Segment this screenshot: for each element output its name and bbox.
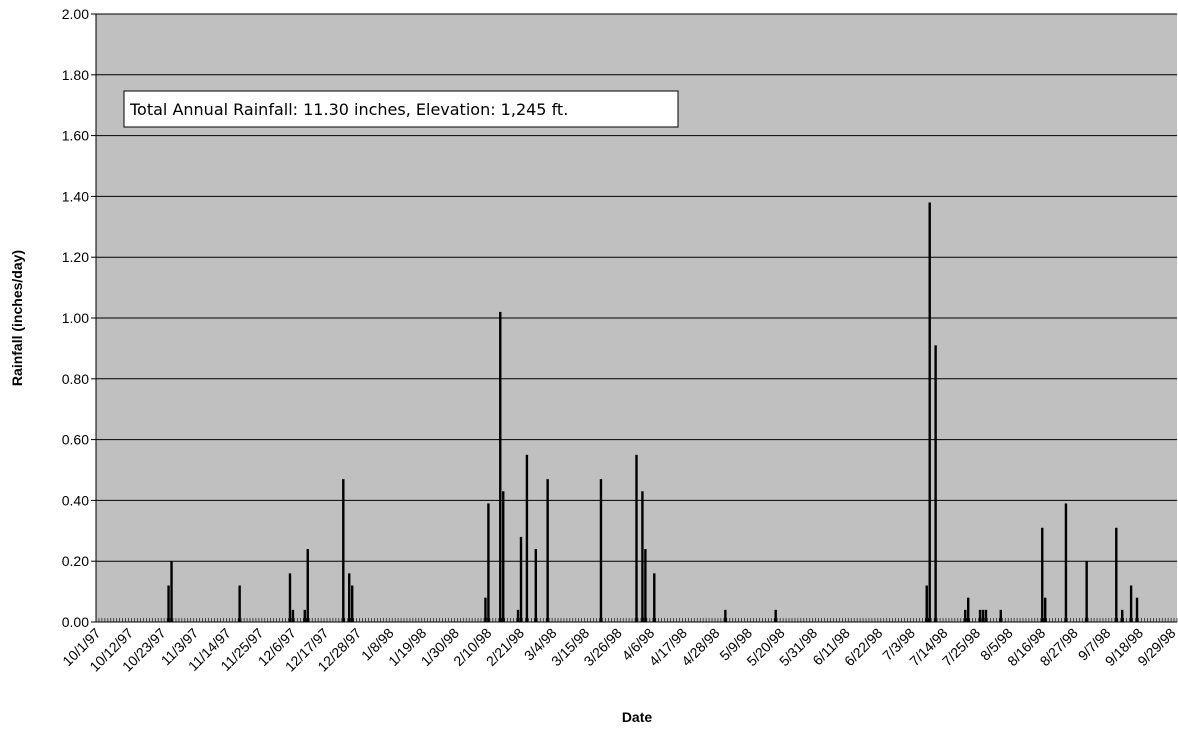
rainfall-bar <box>964 609 967 622</box>
rainfall-bar <box>348 573 351 622</box>
rainfall-bar <box>1044 597 1047 622</box>
rainfall-bar <box>170 561 173 622</box>
rainfall-bar <box>502 491 505 622</box>
rainfall-bar <box>1115 527 1118 622</box>
rainfall-bar <box>546 479 549 622</box>
rainfall-bar <box>1129 585 1133 622</box>
rainfall-bar <box>925 585 928 622</box>
rainfall-bar <box>487 503 490 622</box>
y-axis-ticks <box>91 13 96 623</box>
rainfall-bar <box>984 609 988 622</box>
rainfall-bar <box>499 311 502 622</box>
rainfall-bar <box>288 573 292 622</box>
rainfall-bar <box>999 609 1002 622</box>
rainfall-bar <box>644 549 647 622</box>
rainfall-bar <box>724 609 727 622</box>
annotation-box: Total Annual Rainfall: 11.30 inches, Ele… <box>123 90 679 128</box>
bars <box>167 202 1139 623</box>
y-tick-label: 1.00 <box>62 310 89 326</box>
rainfall-bar <box>934 345 937 622</box>
x-axis-title: Date <box>622 709 653 725</box>
rainfall-bar <box>519 536 523 622</box>
rainfall-bar <box>342 479 345 622</box>
rainfall-bar <box>1064 503 1068 622</box>
rainfall-bar <box>1121 609 1124 622</box>
rainfall-bar <box>1135 597 1139 622</box>
rainfall-bar <box>635 454 638 622</box>
rainfall-bar <box>303 609 306 622</box>
annotation-text: Total Annual Rainfall: 11.30 inches, Ele… <box>129 100 568 119</box>
y-tick-label: 0.60 <box>62 432 89 448</box>
rainfall-bar <box>599 479 603 622</box>
rainfall-bar <box>238 585 241 622</box>
x-axis-ticks <box>95 618 1178 622</box>
rainfall-bar <box>1085 561 1088 622</box>
y-tick-label: 1.60 <box>62 128 89 144</box>
rainfall-bar <box>350 585 354 622</box>
rainfall-bar <box>291 609 295 622</box>
rainfall-bar <box>525 454 529 622</box>
x-axis-tick-labels: 10/1/9710/12/9710/23/9711/3/9711/14/9711… <box>59 625 1178 675</box>
y-axis-title: Rainfall (inches/day) <box>9 250 25 386</box>
rainfall-bar <box>167 585 170 622</box>
y-tick-label: 0.80 <box>62 371 89 387</box>
y-tick-label: 1.40 <box>62 188 89 204</box>
y-tick-label: 1.80 <box>62 67 89 83</box>
rainfall-bar <box>928 202 931 623</box>
y-tick-label: 0.00 <box>62 614 89 630</box>
y-tick-label: 0.20 <box>62 553 89 569</box>
rainfall-bar <box>484 597 487 622</box>
rainfall-bar <box>978 609 982 622</box>
y-tick-label: 1.20 <box>62 249 89 265</box>
y-tick-label: 0.40 <box>62 492 89 508</box>
rainfall-bar <box>534 549 538 622</box>
rainfall-bar <box>981 609 985 622</box>
y-tick-label: 2.00 <box>62 6 89 22</box>
rainfall-bar <box>774 609 777 622</box>
rainfall-bar <box>967 597 970 622</box>
rainfall-bar <box>653 573 656 622</box>
rainfall-bar <box>641 491 644 622</box>
y-axis-tick-labels: 0.00 0.20 0.40 0.60 0.80 1.00 1.20 1.40 1.60 1.80… <box>62 6 89 630</box>
rainfall-bar <box>306 549 309 622</box>
rainfall-bar <box>1041 527 1044 622</box>
annotation-frame <box>123 90 679 128</box>
rainfall-bar <box>516 609 520 622</box>
